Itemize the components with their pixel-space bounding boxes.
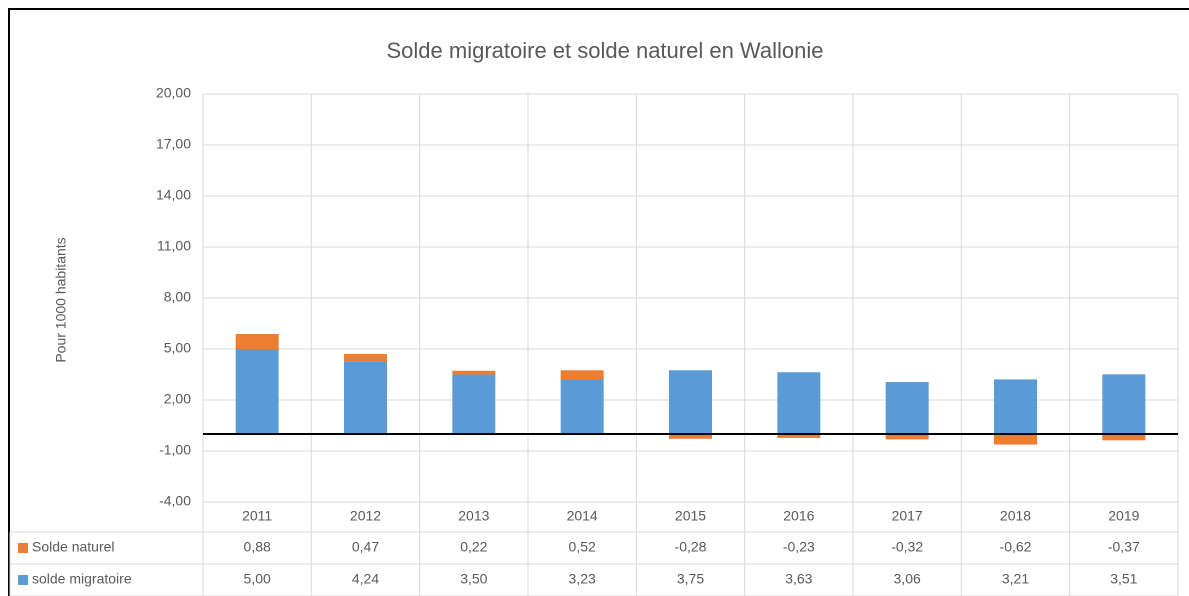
table-value: 3,23	[569, 571, 596, 587]
bar	[994, 379, 1037, 434]
x-tick-label: 2011	[242, 508, 272, 524]
bar	[235, 349, 279, 434]
y-tick-label: 20,00	[156, 85, 191, 101]
legend-key	[18, 543, 28, 553]
x-tick-label: 2016	[783, 508, 814, 524]
table-value: -0,32	[891, 539, 923, 555]
table-value: 0,88	[244, 539, 271, 555]
x-tick-label: 2012	[350, 508, 381, 524]
bar	[885, 434, 929, 440]
legend-label: Solde naturel	[32, 539, 115, 555]
table-value: 3,50	[460, 571, 487, 587]
bar	[452, 374, 496, 434]
y-tick-label: 5,00	[164, 340, 191, 356]
table-value: 3,06	[894, 571, 921, 587]
y-tick-label: 11,00	[157, 238, 191, 254]
bar	[344, 361, 387, 434]
x-tick-label: 2019	[1108, 508, 1139, 524]
y-axis-label: Pour 1000 habitants	[53, 237, 69, 362]
bar	[777, 372, 821, 434]
x-tick-label: 2013	[458, 508, 489, 524]
table-value: 3,21	[1002, 571, 1029, 587]
x-tick-label: 2014	[567, 508, 598, 524]
y-tick-label: 17,00	[156, 136, 191, 152]
x-tick-label: 2015	[675, 508, 706, 524]
legend-label: solde migratoire	[32, 571, 132, 587]
table-value: -0,28	[675, 539, 707, 555]
bar	[452, 370, 496, 375]
table-value: 0,22	[460, 539, 487, 555]
y-tick-label: 8,00	[164, 289, 191, 305]
bar	[560, 370, 604, 380]
bar	[560, 379, 604, 434]
table-value: 5,00	[244, 571, 271, 587]
table-value: -0,23	[783, 539, 815, 555]
y-tick-label: 2,00	[164, 391, 191, 407]
bar	[777, 434, 821, 438]
chart-title: Solde migratoire et solde naturel en Wal…	[387, 38, 824, 63]
x-tick-label: 2017	[892, 508, 923, 524]
bar	[344, 353, 387, 362]
x-tick-label: 2018	[1000, 508, 1031, 524]
table-value: 3,63	[785, 571, 812, 587]
table-value: -0,62	[1000, 539, 1032, 555]
y-tick-label: 14,00	[156, 187, 191, 203]
y-tick-label: -1,00	[159, 442, 191, 458]
table-value: 3,75	[677, 571, 704, 587]
table-value: 3,51	[1110, 571, 1137, 587]
bar	[1102, 374, 1146, 434]
table-value: 4,24	[352, 571, 379, 587]
bar	[885, 381, 929, 434]
bar	[669, 370, 712, 434]
bar	[1102, 434, 1146, 441]
chart-border	[8, 8, 1189, 596]
bar	[994, 434, 1037, 445]
y-tick-label: -4,00	[159, 493, 191, 509]
legend-key	[18, 575, 28, 585]
bar	[669, 434, 712, 439]
table-value: 0,47	[352, 539, 379, 555]
table-value: 0,52	[569, 539, 596, 555]
table-value: -0,37	[1108, 539, 1140, 555]
bar	[235, 334, 279, 349]
